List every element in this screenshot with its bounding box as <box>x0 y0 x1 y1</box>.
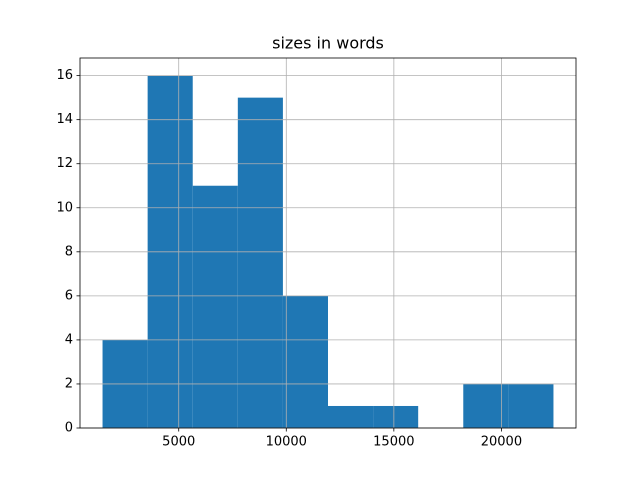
bar <box>373 405 419 428</box>
y-tick-label: 0 <box>65 421 73 436</box>
bar <box>508 383 554 428</box>
y-tick-label: 8 <box>65 244 73 259</box>
y-tick-label: 14 <box>56 112 73 127</box>
x-tick-label: 20000 <box>481 435 522 450</box>
bar <box>192 185 238 428</box>
y-tick-label: 10 <box>56 200 73 215</box>
y-tick-label: 2 <box>65 376 73 391</box>
x-tick-label: 10000 <box>266 435 307 450</box>
bar <box>282 295 328 428</box>
y-tick-label: 6 <box>65 288 73 303</box>
y-tick-label: 12 <box>56 156 73 171</box>
chart-title: sizes in words <box>272 34 384 53</box>
bar <box>328 405 374 428</box>
y-tick-label: 4 <box>65 332 73 347</box>
x-tick-label: 5000 <box>162 435 195 450</box>
x-tick-label: 15000 <box>373 435 414 450</box>
y-tick-label: 16 <box>56 68 73 83</box>
bar <box>463 383 509 428</box>
axes-frame <box>79 57 577 429</box>
bar <box>237 97 283 429</box>
